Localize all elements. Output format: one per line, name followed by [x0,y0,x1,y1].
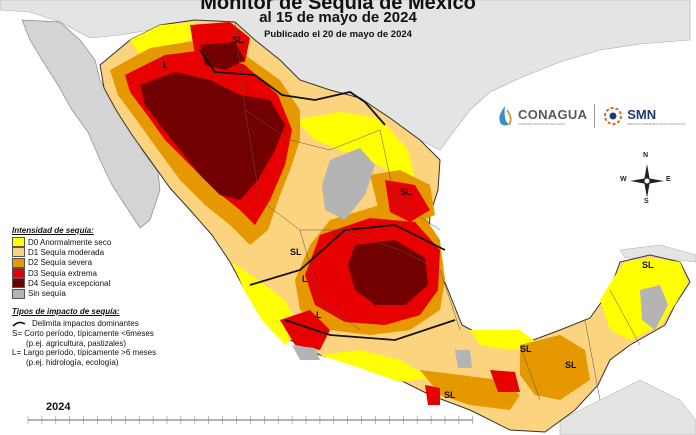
impact-line-icon [12,321,26,327]
map-label-l-1: L [163,60,169,70]
timeline-bar [27,416,474,424]
d3-south [490,370,520,392]
legend-label: D4 Sequía excepcional [28,278,111,288]
central-america [559,379,696,435]
legend-item: Sin sequía [12,288,242,299]
legend-swatch [12,237,25,248]
d0-north [295,112,415,180]
no-drought-south [455,350,472,368]
legend-label: D1 Sequía moderada [28,247,105,257]
logos: CONAGUA COMISIÓN NACIONAL DEL AGUA SMN S… [495,104,685,128]
d3-west [280,310,330,350]
impact-long-example: (p.ej. hidrología, ecología) [26,357,119,367]
state-borders [234,21,641,401]
legend-label: D3 Sequía extrema [28,268,97,278]
legend-item: D2 Sequía severa [12,257,242,268]
map-label-sl-3: SL [290,247,302,257]
legend-item: D3 Sequía extrema [12,268,242,279]
map-label-l-3: L [316,310,322,320]
logo-divider [594,104,596,128]
map-label-sl-7: SL [520,344,532,354]
compass-n: N [643,152,649,159]
d3-ne [385,180,430,222]
no-drought-west [292,345,320,360]
impacts-header: Tipos de impacto de sequía: [12,306,120,316]
map-published: Publicado el 20 de mayo de 2024 [264,29,412,40]
impact-long: L= Largo período, típicamente >6 meses [12,348,157,358]
conagua-subtitle: COMISIÓN NACIONAL DEL AGUA [518,121,565,126]
legend-item: D1 Sequía moderada [12,247,242,258]
legend-label: Sin sequía [28,289,66,299]
legend-label: D0 Anormalmente seco [28,237,112,247]
map-label-sl-1: SL [232,35,244,45]
legend-swatch [12,268,25,279]
legend: Intensidad de sequía: D0 Anormalmente se… [12,226,242,367]
legend-items: D0 Anormalmente seco D1 Sequía moderada D2… [12,237,242,299]
d3-sw [425,385,440,405]
map-label-sl-4: SL [642,260,654,270]
map-date: al 15 de mayo de 2024 [259,9,417,26]
map-title: Monitor de Sequía de México [200,0,476,14]
map-label-sl-2: SL [400,187,412,197]
d2-south2 [520,335,590,400]
compass-s: S [644,198,649,205]
smn-logo-icon [604,107,623,125]
legend-swatch [12,247,25,258]
timeline-year: 2024 [46,401,71,413]
compass-w: W [620,176,627,183]
d4-center [348,240,428,305]
compass-icon [630,164,664,198]
impact-short: S= Corto período, típicamente <6meses [12,329,154,339]
impact-line-label: Delimita impactos dominantes [32,318,139,328]
d0-ne [130,22,195,55]
legend-item: D0 Anormalmente seco [12,237,242,248]
smn-subtitle: SERVICIO METEOROLÓGICO NACIONAL [627,121,686,126]
no-drought-coahuila [322,148,375,220]
impact-lines [199,49,456,341]
legend-swatch [12,288,25,299]
d0-south-coast [320,350,430,382]
timeline: 2024 [18,401,478,435]
impact-line-row: Delimita impactos dominantes [12,319,242,329]
smn-name: SMN [627,106,657,122]
legend-item: D4 Sequía excepcional [12,278,242,289]
legend-swatch [12,257,25,268]
map-label-sl-5: SL [565,360,577,370]
d4-top [200,42,245,70]
legend-label: D2 Sequía severa [28,258,93,268]
compass-e: E [666,176,671,183]
impact-short-example: (p.ej. agricultura, pastizales) [26,338,127,348]
d4-sonora [140,72,285,200]
legend-header: Intensidad de sequía: [12,226,94,235]
map-label-sl-6: SL [444,390,456,400]
compass-rose: N S E W [620,152,671,205]
map-label-l-2: L [302,274,308,284]
conagua-name: CONAGUA [518,106,588,122]
legend-swatch [12,278,25,289]
no-drought-yucatan [640,285,668,330]
conagua-logo-icon [499,106,512,126]
impacts: Delimita impactos dominantes S= Corto pe… [12,319,242,368]
